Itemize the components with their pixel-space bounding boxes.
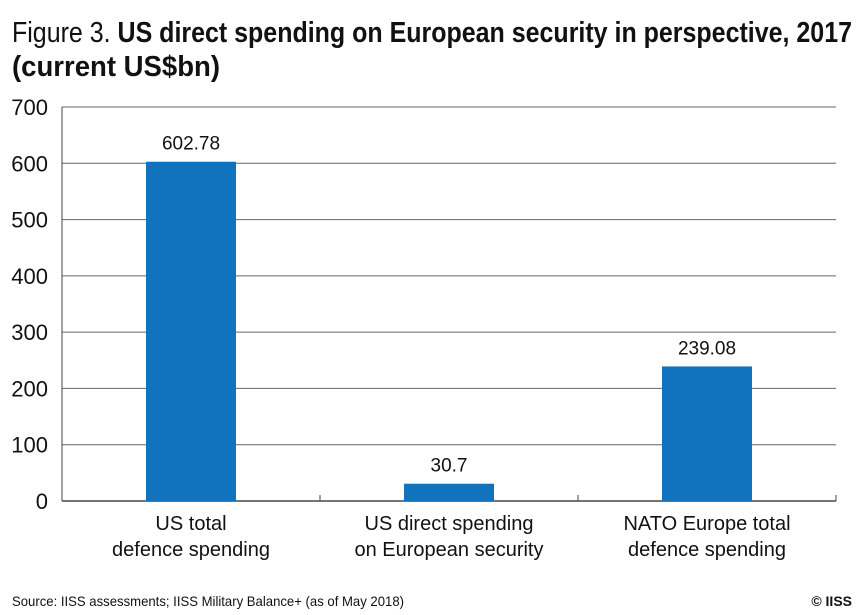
- y-tick-label: 400: [11, 264, 48, 289]
- x-category-label: defence spending: [628, 539, 786, 561]
- y-tick-label: 700: [11, 95, 48, 120]
- y-tick-label: 500: [11, 208, 48, 233]
- y-tick-label: 100: [11, 433, 48, 458]
- data-label: 602.78: [162, 134, 220, 155]
- title-main: US direct spending on European security …: [118, 17, 852, 49]
- y-tick-label: 600: [11, 151, 48, 176]
- bar: [404, 483, 494, 501]
- data-label: 239.08: [678, 338, 736, 359]
- x-category-label: US direct spending: [365, 513, 534, 535]
- x-category-label: on European security: [354, 539, 543, 561]
- title-units: (current US$bn): [12, 51, 220, 83]
- title-prefix: Figure 3.: [12, 17, 111, 49]
- y-tick-label: 200: [11, 376, 48, 401]
- y-tick-label: 300: [11, 320, 48, 345]
- bar: [662, 366, 752, 501]
- y-tick-label: 0: [36, 489, 48, 514]
- copyright: © IISS: [811, 593, 852, 609]
- data-label: 30.7: [431, 456, 468, 477]
- x-category-label: US total: [155, 513, 226, 535]
- chart-title: Figure 3. US direct spending on European…: [12, 17, 852, 49]
- bar: [146, 161, 236, 501]
- x-category-label: defence spending: [112, 539, 270, 561]
- source-note: Source: IISS assessments; IISS Military …: [12, 593, 404, 609]
- x-category-label: NATO Europe total: [623, 513, 790, 535]
